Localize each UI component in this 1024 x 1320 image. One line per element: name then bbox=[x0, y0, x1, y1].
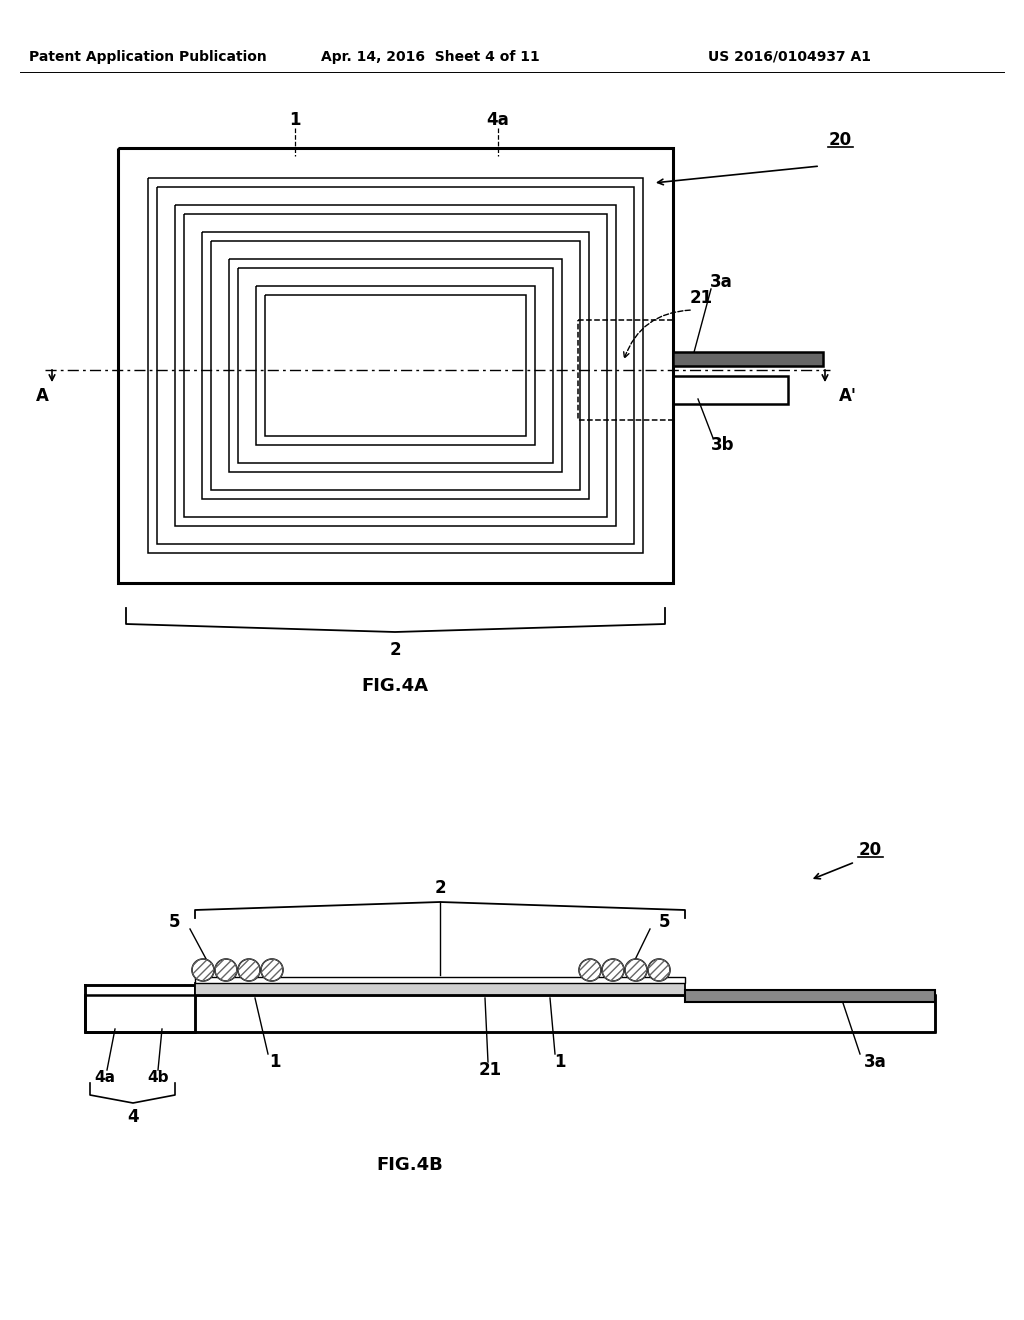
Text: 4a: 4a bbox=[486, 111, 509, 129]
Ellipse shape bbox=[625, 960, 647, 981]
Text: 20: 20 bbox=[858, 841, 882, 859]
Bar bbox=[685, 990, 935, 1002]
Bar bbox=[673, 352, 823, 366]
Text: 4b: 4b bbox=[147, 1071, 169, 1085]
Text: Patent Application Publication: Patent Application Publication bbox=[29, 50, 267, 63]
Ellipse shape bbox=[193, 960, 214, 981]
Text: A: A bbox=[36, 387, 48, 405]
Text: 3b: 3b bbox=[712, 436, 735, 454]
Text: 4: 4 bbox=[127, 1107, 139, 1126]
Text: FIG.4B: FIG.4B bbox=[377, 1156, 443, 1173]
Text: 21: 21 bbox=[478, 1061, 502, 1078]
Text: 5: 5 bbox=[659, 913, 671, 931]
Text: 21: 21 bbox=[689, 289, 713, 308]
Text: 2: 2 bbox=[389, 642, 400, 659]
Bar bbox=[195, 983, 685, 995]
Text: 3a: 3a bbox=[710, 273, 732, 290]
Text: 1: 1 bbox=[554, 1053, 565, 1071]
Text: 2: 2 bbox=[434, 879, 445, 898]
Bar bbox=[85, 995, 935, 1032]
Bar bbox=[85, 985, 195, 1032]
Ellipse shape bbox=[579, 960, 601, 981]
Text: 1: 1 bbox=[289, 111, 301, 129]
Text: FIG.4A: FIG.4A bbox=[361, 677, 428, 696]
Text: US 2016/0104937 A1: US 2016/0104937 A1 bbox=[709, 50, 871, 63]
Text: 4a: 4a bbox=[94, 1071, 116, 1085]
Ellipse shape bbox=[648, 960, 670, 981]
Bar bbox=[195, 977, 685, 983]
Text: 5: 5 bbox=[169, 913, 181, 931]
Text: A': A' bbox=[839, 387, 857, 405]
Text: Apr. 14, 2016  Sheet 4 of 11: Apr. 14, 2016 Sheet 4 of 11 bbox=[321, 50, 540, 63]
Ellipse shape bbox=[602, 960, 624, 981]
Text: 1: 1 bbox=[269, 1053, 281, 1071]
Ellipse shape bbox=[261, 960, 283, 981]
Text: 3a: 3a bbox=[863, 1053, 887, 1071]
Ellipse shape bbox=[238, 960, 260, 981]
Ellipse shape bbox=[215, 960, 237, 981]
Text: 20: 20 bbox=[828, 131, 852, 149]
